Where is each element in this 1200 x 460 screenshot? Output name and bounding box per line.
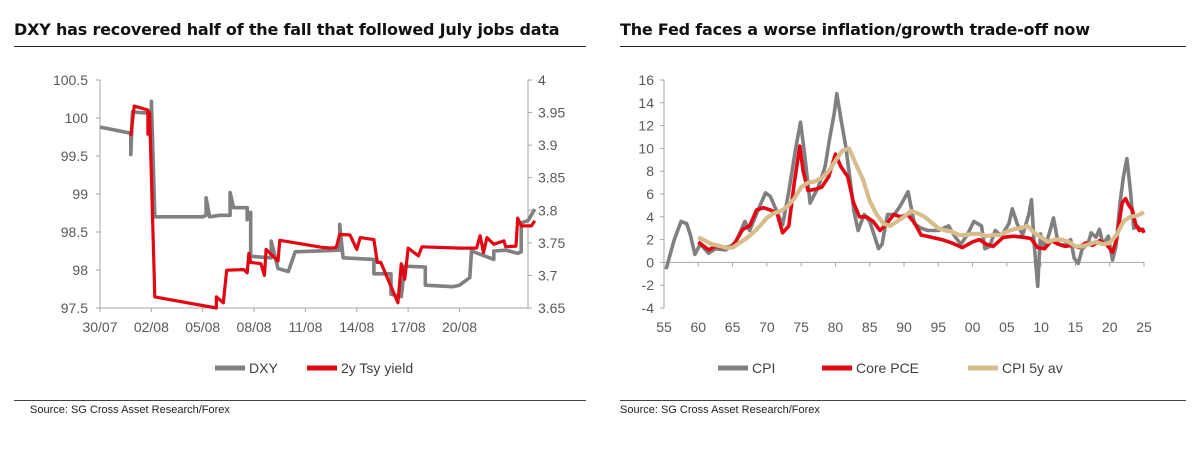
y-left-tick-label: 99 bbox=[72, 186, 88, 202]
x-tick-label: 70 bbox=[759, 319, 775, 335]
x-tick-label: 75 bbox=[793, 319, 809, 335]
x-tick-label: 20/08 bbox=[442, 319, 477, 335]
source-rule bbox=[620, 400, 1186, 401]
x-tick-label: 55 bbox=[656, 319, 672, 335]
chart-title: DXY has recovered half of the fall that … bbox=[14, 20, 560, 39]
x-tick-label: 11/08 bbox=[288, 319, 322, 335]
x-tick-label: 65 bbox=[725, 319, 741, 335]
x-tick-label: 25 bbox=[1136, 319, 1152, 335]
y-tick-label: 2 bbox=[646, 232, 654, 248]
x-tick-label: 95 bbox=[930, 319, 946, 335]
y-right-tick-label: 3.8 bbox=[538, 202, 558, 218]
x-tick-label: 20 bbox=[1102, 319, 1118, 335]
y-tick-label: 4 bbox=[646, 209, 654, 225]
x-tick-label: 08/08 bbox=[237, 319, 272, 335]
x-tick-label: 60 bbox=[690, 319, 706, 335]
y-tick-label: 0 bbox=[646, 254, 654, 270]
y-right-tick-label: 3.9 bbox=[538, 137, 558, 153]
y-tick-label: -2 bbox=[642, 277, 655, 293]
legend-label: Core PCE bbox=[856, 360, 919, 376]
y-left-tick-label: 97.5 bbox=[61, 300, 88, 316]
y-left-tick-label: 98 bbox=[72, 262, 88, 278]
inflation-chart: -4 -2 0 2 4 6 8 10 12 14 16 55 60 65 70 75 80 85 90 95 00 05 1… bbox=[638, 72, 1152, 376]
y-tick-label: 10 bbox=[638, 140, 654, 156]
legend-label: CPI 5y av bbox=[1002, 360, 1063, 376]
x-tick-label: 00 bbox=[965, 319, 981, 335]
y-tick-label: 14 bbox=[638, 95, 654, 111]
x-tick-label: 10 bbox=[1033, 319, 1049, 335]
legend-label: 2y Tsy yield bbox=[341, 360, 413, 376]
y-tick-label: 8 bbox=[646, 163, 654, 179]
y-right-tick-label: 4 bbox=[538, 72, 546, 88]
y-tick-label: 16 bbox=[638, 72, 654, 88]
x-tick-label: 14/08 bbox=[339, 319, 374, 335]
panel-inflation: The Fed faces a worse inflation/growth t… bbox=[600, 0, 1200, 460]
cpi-5y-av-line bbox=[697, 146, 1145, 250]
y-tick-label: 12 bbox=[638, 118, 654, 134]
dxy-line bbox=[99, 99, 537, 299]
x-tick-label: 17/08 bbox=[391, 319, 426, 335]
y-tick-label: 6 bbox=[646, 186, 654, 202]
y-right-tick-label: 3.85 bbox=[538, 170, 565, 186]
chart-title: The Fed faces a worse inflation/growth t… bbox=[620, 20, 1090, 39]
y-right-tick-label: 3.7 bbox=[538, 267, 558, 283]
x-tick-label: 02/08 bbox=[134, 319, 169, 335]
y-right-tick-label: 3.95 bbox=[538, 105, 565, 121]
panel-dxy: DXY has recovered half of the fall that … bbox=[14, 20, 586, 416]
source-rule bbox=[14, 400, 586, 401]
y-right-tick-label: 3.65 bbox=[538, 300, 565, 316]
x-tick-label: 90 bbox=[896, 319, 912, 335]
x-tick-label: 15 bbox=[1068, 319, 1084, 335]
legend-label: DXY bbox=[249, 360, 278, 376]
y-left-tick-label: 100 bbox=[65, 110, 89, 126]
y-left-tick-label: 100.5 bbox=[53, 72, 88, 88]
x-tick-label: 05/08 bbox=[185, 319, 220, 335]
title-rule bbox=[14, 46, 586, 47]
legend-label: CPI bbox=[752, 360, 775, 376]
y-tick-label: -4 bbox=[642, 300, 655, 316]
x-tick-label: 80 bbox=[828, 319, 844, 335]
y-left-tick-label: 99.5 bbox=[61, 148, 88, 164]
source-note: Source: SG Cross Asset Research/Forex bbox=[620, 404, 820, 416]
title-rule bbox=[620, 46, 1186, 47]
x-tick-label: 05 bbox=[999, 319, 1015, 335]
tsy-yield-line bbox=[129, 104, 537, 310]
core-pce-line bbox=[697, 144, 1146, 254]
x-tick-label: 30/07 bbox=[82, 319, 117, 335]
dxy-chart: 97.5 98 98.5 99 99.5 100 100.5 3.65 3.7 3.75 3.8 3.… bbox=[53, 72, 566, 376]
cpi-line bbox=[664, 91, 1146, 289]
x-tick-label: 85 bbox=[862, 319, 878, 335]
y-right-tick-label: 3.75 bbox=[538, 235, 565, 251]
source-note: Source: SG Cross Asset Research/Forex bbox=[30, 404, 230, 416]
y-left-tick-label: 98.5 bbox=[61, 224, 88, 240]
